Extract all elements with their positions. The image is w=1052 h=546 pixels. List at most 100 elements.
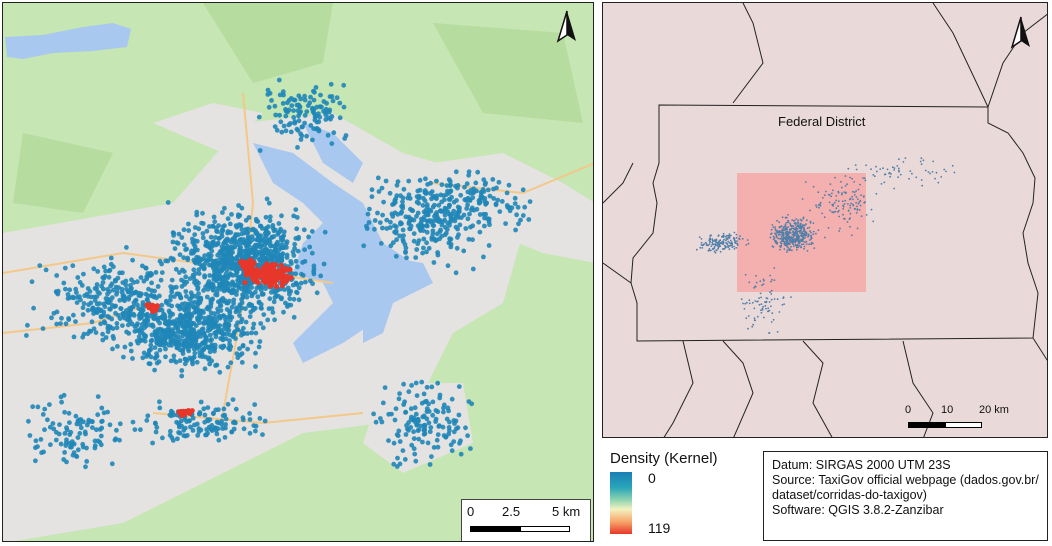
overview-point: [786, 251, 788, 253]
taxi-point: [150, 440, 156, 446]
taxi-point: [401, 186, 407, 192]
taxi-point: [262, 242, 268, 247]
overview-point: [844, 185, 847, 187]
taxi-point: [208, 234, 214, 240]
overview-point: [772, 246, 775, 248]
taxi-point: [434, 231, 440, 237]
taxi-point: [80, 312, 86, 317]
taxi-point: [391, 461, 397, 467]
taxi-point: [190, 428, 196, 433]
overview-point: [788, 248, 791, 250]
taxi-point: [409, 442, 415, 448]
taxi-point: [277, 112, 282, 118]
taxi-point: [125, 311, 131, 317]
taxi-point: [95, 269, 101, 274]
overview-point: [773, 236, 776, 239]
taxi-point: [221, 241, 227, 247]
taxi-point: [47, 402, 52, 407]
hotspot-point: [258, 272, 264, 278]
overview-point: [713, 239, 716, 242]
taxi-point: [394, 432, 400, 437]
taxi-point: [483, 211, 489, 217]
taxi-point: [512, 195, 518, 201]
taxi-point: [168, 310, 174, 316]
taxi-point: [203, 335, 209, 341]
overview-point: [857, 198, 859, 201]
taxi-point: [463, 226, 469, 231]
taxi-point: [117, 421, 123, 427]
overview-point: [708, 241, 711, 244]
overview-point: [792, 245, 795, 248]
taxi-point: [253, 423, 259, 429]
taxi-point: [186, 320, 192, 326]
taxi-point: [293, 258, 299, 264]
overview-point: [798, 235, 800, 238]
taxi-point: [482, 196, 488, 201]
taxi-point: [274, 241, 279, 247]
taxi-point: [109, 281, 115, 287]
overview-point: [746, 301, 748, 304]
taxi-point: [213, 363, 218, 368]
taxi-point: [283, 128, 289, 134]
taxi-point: [246, 276, 252, 282]
taxi-point: [200, 340, 205, 346]
taxi-point: [252, 289, 258, 295]
taxi-point: [101, 264, 107, 270]
taxi-point: [89, 319, 95, 325]
taxi-point: [422, 188, 428, 193]
taxi-point: [272, 317, 277, 323]
detail-map[interactable]: 0 2.5 5 km: [2, 2, 594, 542]
taxi-point: [235, 212, 241, 218]
overview-point: [785, 242, 787, 245]
overview-point: [920, 179, 923, 181]
taxi-point: [477, 229, 483, 235]
taxi-point: [202, 274, 208, 280]
overview-map[interactable]: 0 10 20 km: [602, 2, 1048, 438]
overview-point: [709, 238, 712, 241]
taxi-point: [411, 231, 417, 237]
overview-point: [872, 220, 875, 223]
taxi-point: [291, 296, 297, 302]
taxi-point: [414, 247, 420, 252]
overview-point: [855, 168, 858, 171]
taxi-point: [42, 406, 48, 412]
taxi-point: [105, 409, 110, 415]
taxi-point: [213, 264, 219, 269]
taxi-point: [446, 425, 452, 430]
overview-point: [746, 239, 749, 241]
overview-point: [712, 248, 714, 251]
taxi-point: [105, 323, 111, 329]
overview-point: [953, 171, 956, 174]
overview-point: [839, 227, 841, 230]
taxi-point: [299, 271, 304, 277]
taxi-point: [192, 277, 198, 283]
taxi-point: [209, 423, 215, 428]
taxi-point: [218, 330, 223, 335]
taxi-point: [291, 108, 296, 113]
taxi-point: [249, 285, 255, 290]
overview-point: [785, 239, 788, 242]
taxi-point: [208, 326, 213, 332]
taxi-point: [310, 137, 315, 143]
overview-point: [754, 319, 756, 322]
taxi-point: [274, 293, 279, 298]
overview-point: [700, 241, 703, 244]
overview-point: [929, 172, 931, 175]
overview-point: [714, 243, 717, 246]
overview-point: [762, 305, 765, 308]
taxi-point: [314, 290, 320, 296]
taxi-point: [331, 130, 337, 136]
taxi-point: [520, 213, 526, 218]
taxi-point: [159, 261, 165, 267]
taxi-point: [324, 100, 329, 106]
taxi-point: [179, 368, 185, 373]
overview-point: [921, 184, 924, 187]
taxi-point: [221, 287, 227, 292]
taxi-point: [317, 114, 323, 120]
taxi-point: [428, 425, 434, 430]
overview-point: [803, 234, 806, 237]
taxi-point: [216, 299, 221, 305]
taxi-point: [114, 321, 120, 326]
overview-point: [815, 206, 818, 208]
overview-point: [818, 206, 820, 209]
